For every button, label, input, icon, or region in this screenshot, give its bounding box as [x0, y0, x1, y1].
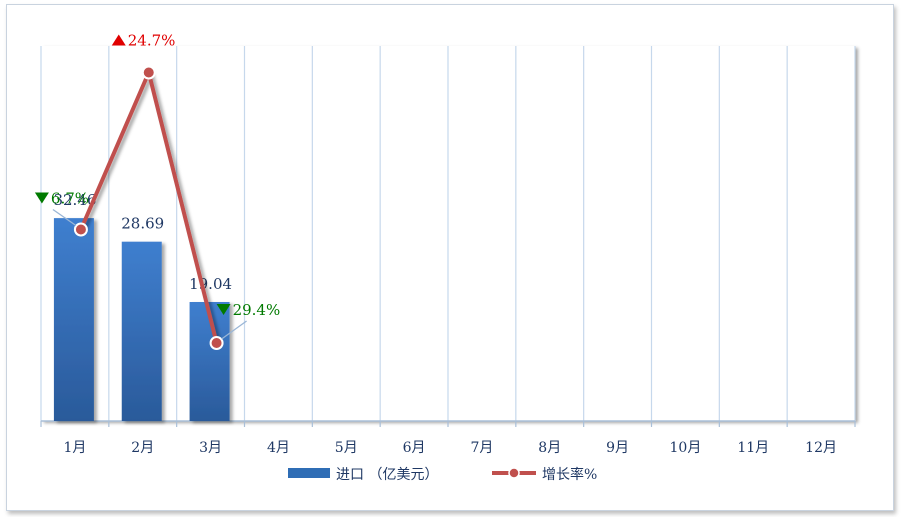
- x-tick-label: 2月: [131, 440, 154, 456]
- x-tick-label: 4月: [267, 440, 290, 456]
- rate-data-label: 29.4%: [233, 301, 281, 319]
- rate-data-label: 6.7%: [51, 190, 89, 208]
- bar: [121, 241, 162, 421]
- rate-marker: [209, 336, 224, 350]
- rate-data-label: 24.7%: [128, 32, 176, 50]
- legend-line-marker: [508, 467, 520, 479]
- bar-data-label: 32.46: [53, 191, 96, 209]
- up-arrow-icon: [111, 34, 126, 46]
- x-tick-label: 10月: [670, 440, 702, 456]
- x-tick-label: 9月: [606, 440, 629, 456]
- x-tick-label: 3月: [199, 440, 222, 456]
- legend-label: 进口 （亿美元）: [336, 467, 438, 483]
- bar-data-label: 28.69: [121, 215, 164, 233]
- down-arrow-icon: [34, 192, 49, 204]
- x-tick-label: 8月: [538, 440, 561, 456]
- x-tick-label: 7月: [470, 440, 493, 456]
- x-tick-label: 12月: [805, 440, 837, 456]
- leader-line: [221, 320, 247, 340]
- legend-bar-swatch: [288, 468, 330, 478]
- legend-label: 增长率%: [542, 466, 597, 483]
- x-tick-label: 11月: [737, 440, 769, 456]
- leader-line: [52, 208, 77, 227]
- rate-marker: [73, 222, 88, 237]
- rate-marker: [141, 65, 156, 80]
- bar: [53, 218, 94, 421]
- bar-data-label: 19.04: [189, 275, 232, 293]
- down-arrow-icon: [216, 304, 231, 315]
- x-tick-label: 6月: [403, 440, 426, 456]
- x-tick-label: 1月: [63, 440, 86, 456]
- x-tick-label: 5月: [335, 440, 358, 456]
